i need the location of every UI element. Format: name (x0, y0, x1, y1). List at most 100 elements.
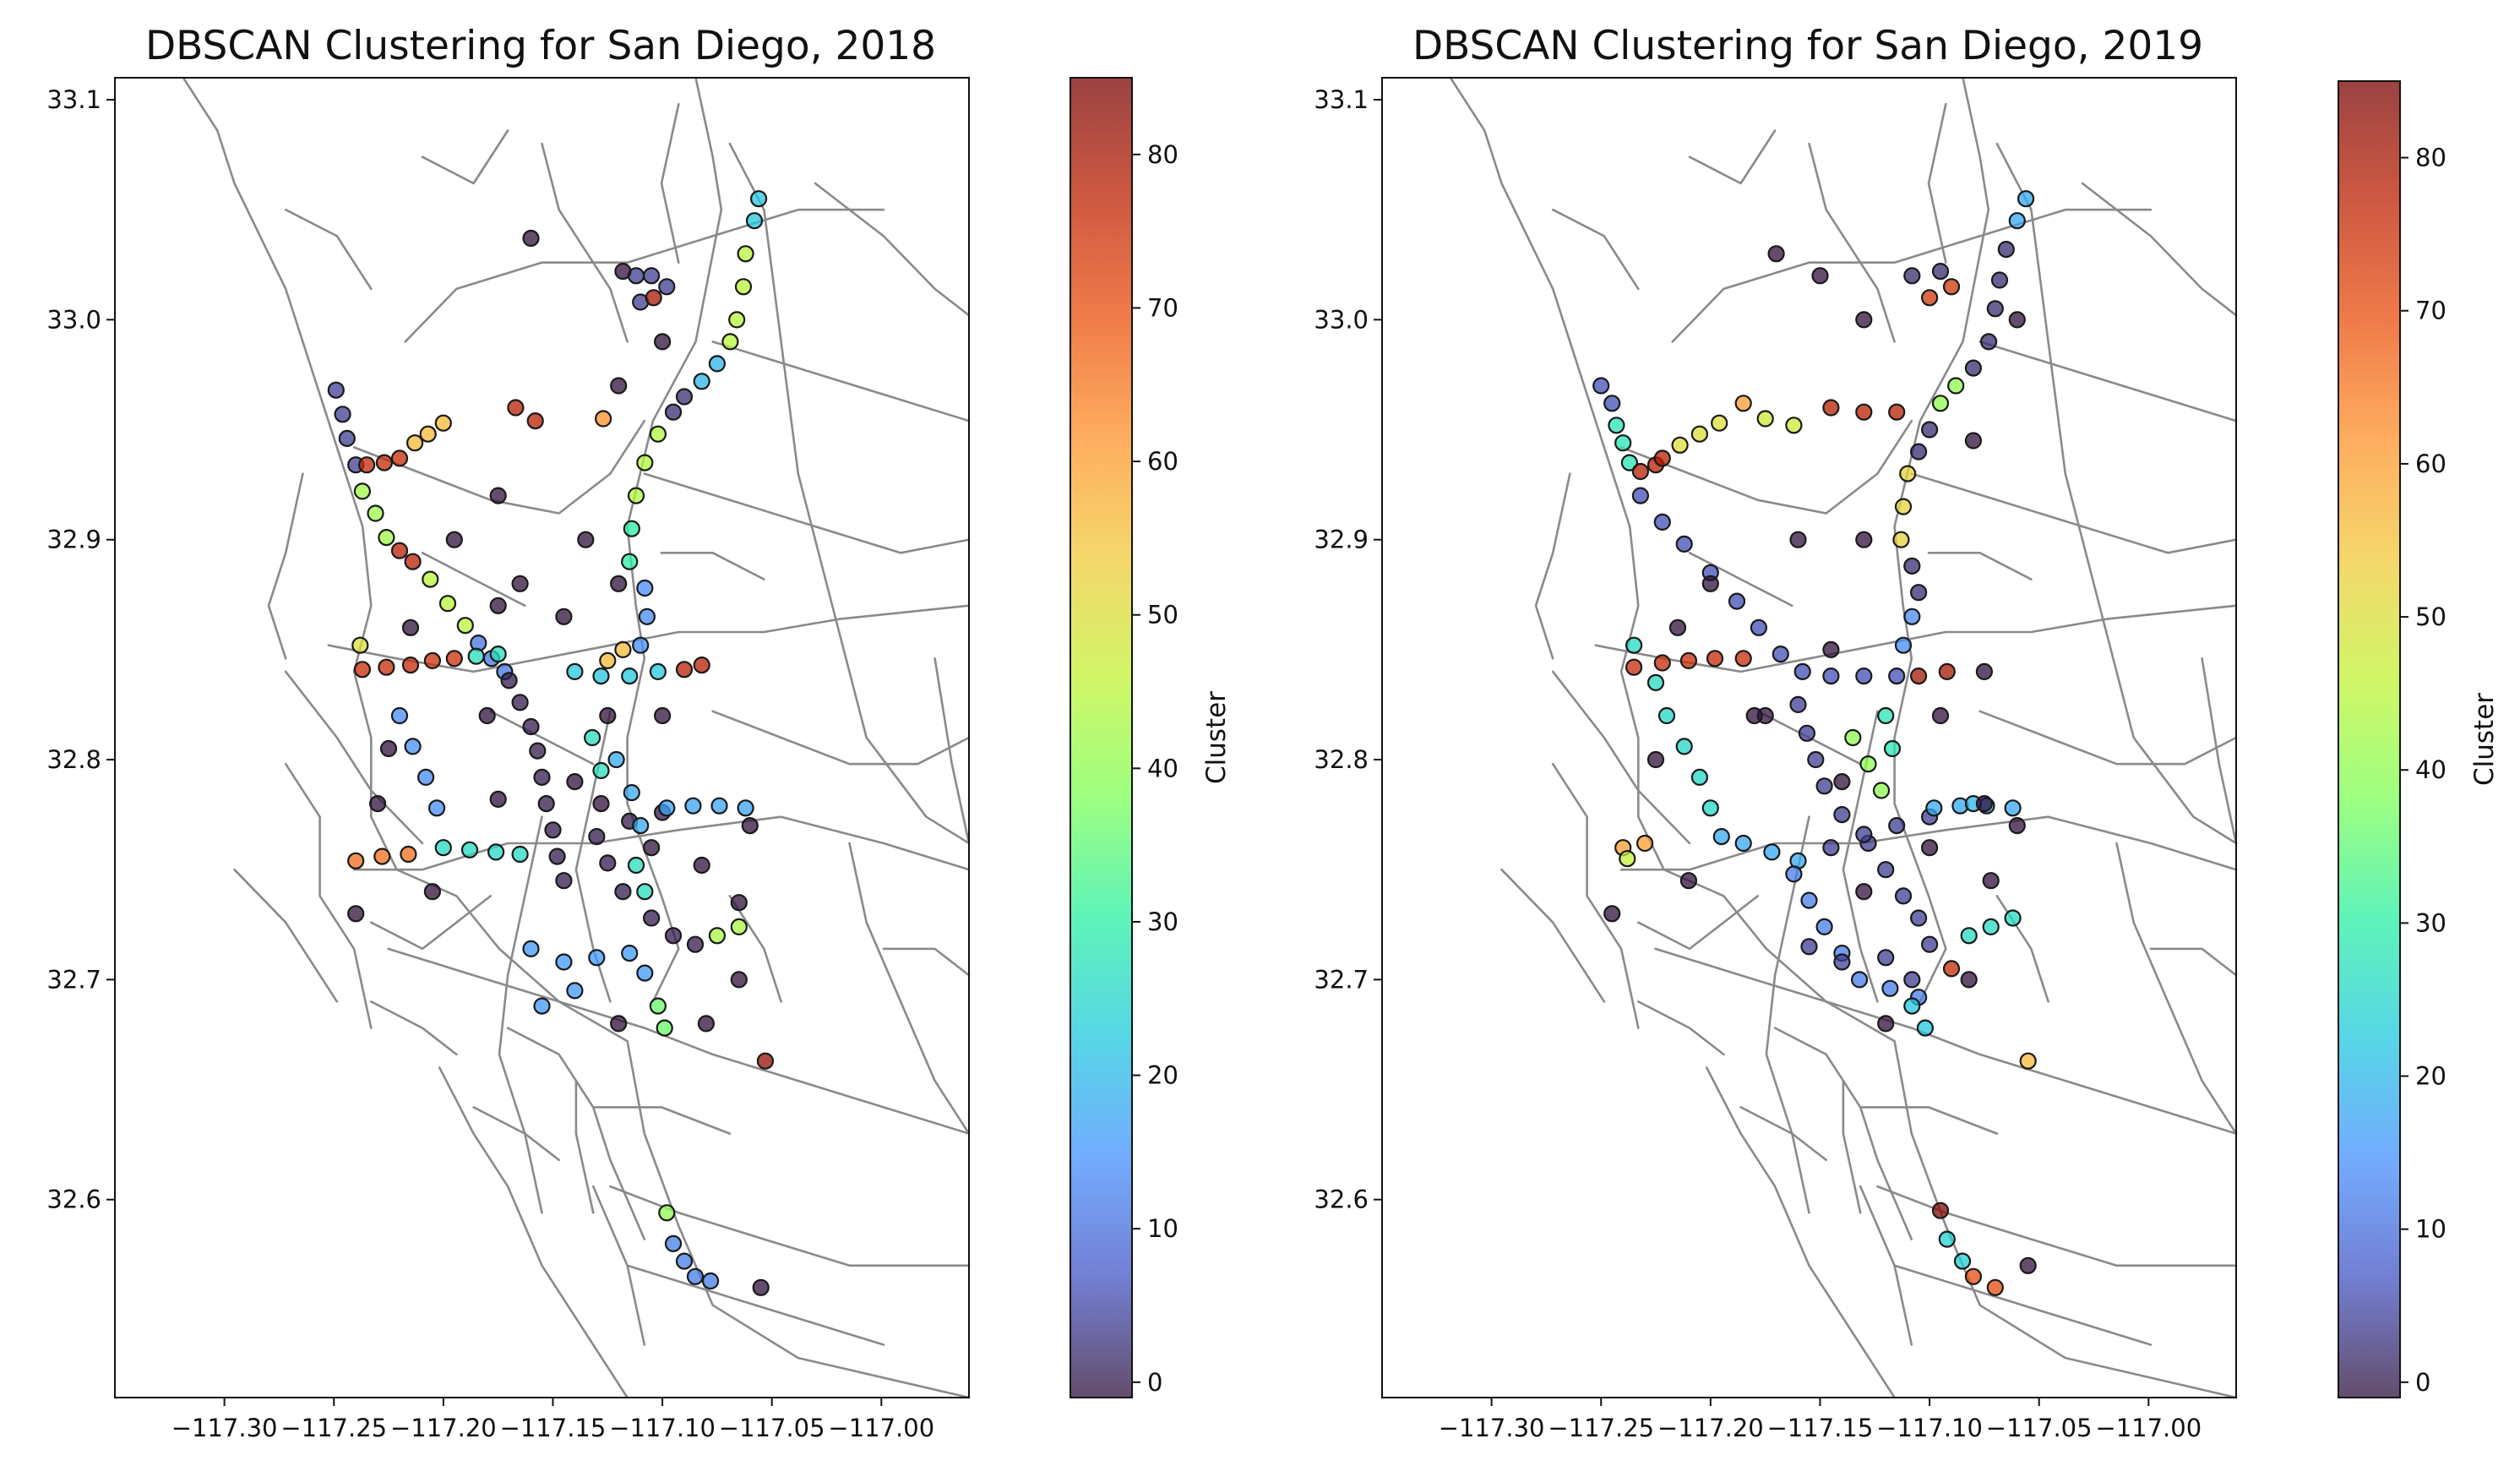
noise-point (1833, 772, 1851, 791)
cluster-point (555, 872, 573, 890)
panel-2018: DBSCAN Clustering for San Diego, 2018 32… (46, 23, 1232, 1442)
cluster-point (1620, 454, 1639, 471)
x-tick-label: −117.25 (1548, 1414, 1654, 1442)
noise-point (522, 229, 540, 248)
x-axis-2018: −117.30 −117.25 −117.20 −117.15 −117.10 −117.… (171, 1398, 934, 1442)
road-line (1688, 129, 1777, 185)
cluster-point (1592, 377, 1610, 395)
cluster-point (1894, 498, 1913, 515)
cluster-point (599, 854, 617, 872)
cluster-point (636, 883, 654, 901)
cluster-point (658, 799, 676, 817)
cluster-point (460, 841, 479, 858)
noise-point (1921, 839, 1939, 857)
cluster-point (367, 504, 384, 522)
road-network-2019 (1449, 76, 2238, 1399)
cluster-point (693, 373, 710, 390)
colorbar-label: Cluster (2469, 693, 2500, 786)
cluster-point (533, 768, 551, 787)
noise-point (1982, 872, 2000, 890)
road-line (370, 895, 493, 951)
road-line (1910, 472, 2238, 554)
road-line (498, 815, 543, 1214)
cluster-point (1877, 706, 1895, 725)
noise-point (653, 333, 672, 351)
cluster-point (1807, 750, 1825, 769)
cluster-point (1942, 278, 1961, 296)
cluster-point (378, 528, 395, 547)
road-line (1619, 815, 2238, 871)
cluster-point (456, 617, 474, 635)
road-line (643, 472, 971, 554)
cluster-point (1608, 417, 1625, 434)
cluster-point (1800, 891, 1818, 909)
cluster-point (737, 799, 754, 817)
road-line (370, 1000, 458, 1056)
cluster-point (1798, 724, 1815, 742)
road-line (591, 1185, 646, 1346)
noise-point (1960, 971, 1978, 989)
cluster-point (1938, 1230, 1956, 1248)
noise-point (614, 263, 632, 281)
cluster-point (353, 661, 371, 679)
cluster-point (1728, 592, 1746, 610)
x-tick-label: −117.10 (609, 1414, 716, 1442)
road-line (387, 947, 971, 1135)
colorbar-tick-label: 20 (1147, 1061, 1178, 1090)
cluster-point (358, 456, 376, 474)
cluster-point (1614, 434, 1632, 452)
cluster-point (1921, 421, 1939, 439)
noise-point (423, 883, 441, 901)
noise-point (1679, 872, 1698, 890)
cluster-point (419, 425, 437, 443)
noise-point (478, 706, 496, 725)
cluster-point (636, 454, 654, 471)
cluster-point (327, 381, 345, 399)
cluster-point (1855, 403, 1873, 421)
colorbar-tick-label: 0 (1147, 1368, 1162, 1397)
cluster-point (1990, 271, 2009, 289)
y-tick-label: 33.0 (46, 305, 101, 334)
cluster-point (1844, 728, 1862, 747)
cluster-point (1706, 650, 1724, 668)
colorbar-tick-label: 40 (1147, 754, 1178, 782)
x-tick-label: −117.15 (500, 1414, 607, 1442)
cluster-point (544, 821, 562, 839)
cluster-point (1671, 436, 1689, 454)
cluster-point (1877, 861, 1895, 879)
cluster-point (1855, 667, 1873, 685)
noise-point (489, 790, 507, 809)
road-line (352, 419, 646, 515)
cluster-point (1894, 636, 1913, 654)
y-tick-label: 32.9 (46, 526, 101, 554)
chart-title-2018: DBSCAN Clustering for San Diego, 2018 (145, 23, 936, 69)
road-line (711, 710, 971, 766)
cluster-point (1653, 654, 1671, 672)
road-line (1688, 552, 1793, 608)
cluster-point (621, 553, 639, 570)
road-line (327, 604, 971, 673)
cluster-point (1734, 395, 1752, 412)
cluster-point (1925, 799, 1943, 817)
cluster-point (686, 935, 705, 953)
road-line (404, 208, 885, 343)
colorbar-tick-label: 80 (1147, 140, 1178, 169)
cluster-point (1646, 673, 1665, 692)
noise-point (697, 1015, 716, 1033)
cluster-point (621, 944, 639, 962)
noise-point (2019, 1256, 2037, 1274)
cluster-point (730, 918, 748, 936)
road-line (1808, 142, 1896, 343)
road-line (2115, 842, 2238, 1135)
cluster-point (1910, 667, 1928, 685)
road-line (728, 142, 971, 845)
colorbar-tick-label: 30 (1147, 907, 1178, 936)
cluster-point (423, 651, 441, 670)
y-tick-label: 32.6 (46, 1185, 101, 1214)
road-line (489, 710, 595, 766)
noise-point (1822, 640, 1840, 659)
cluster-point (390, 542, 409, 559)
cluster-point (401, 656, 420, 674)
cluster-point (636, 579, 654, 597)
